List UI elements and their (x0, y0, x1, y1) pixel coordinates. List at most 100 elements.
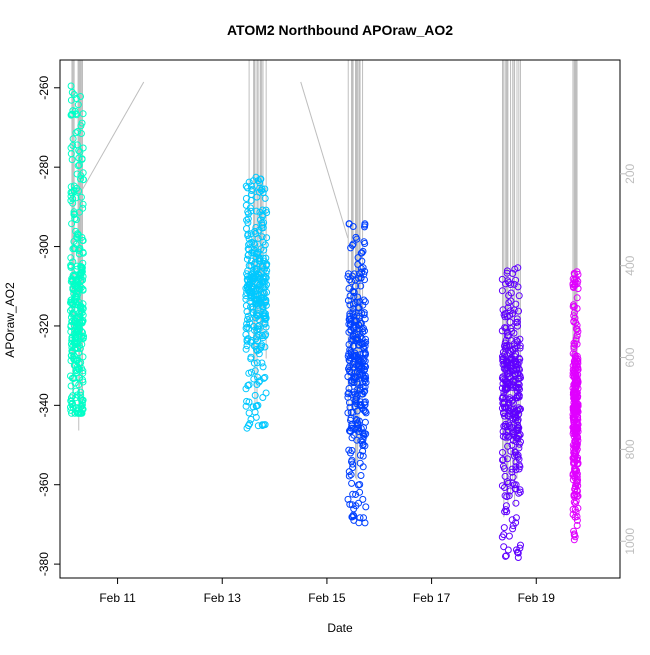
data-point (79, 144, 87, 152)
y-tick-label: -300 (37, 234, 51, 258)
data-point (503, 493, 511, 501)
data-point (349, 309, 357, 317)
data-point (261, 320, 269, 328)
data-point (259, 278, 267, 286)
data-point (349, 490, 357, 498)
x-tick-label: Feb 13 (204, 591, 242, 605)
data-point (74, 162, 82, 170)
data-point (75, 154, 83, 162)
data-point (260, 219, 268, 227)
data-point (69, 142, 77, 149)
data-point (571, 340, 579, 348)
data-point (260, 310, 268, 318)
data-point (344, 390, 352, 398)
data-point (505, 292, 513, 299)
data-point (71, 107, 79, 115)
data-point (74, 230, 82, 238)
data-point (244, 232, 252, 240)
data-point (570, 345, 578, 353)
data-point (252, 346, 260, 353)
data-point (259, 238, 267, 246)
data-point (250, 249, 258, 257)
data-point (511, 448, 519, 456)
data-point (514, 392, 521, 400)
data-point (571, 482, 579, 490)
data-point (513, 546, 520, 554)
data-point (258, 359, 266, 367)
data-point (79, 300, 87, 308)
data-point (249, 185, 257, 193)
data-point (245, 210, 252, 218)
data-point (355, 356, 363, 364)
data-point (574, 285, 582, 293)
data-point (517, 541, 524, 549)
data-point (514, 453, 522, 461)
data-point (258, 211, 266, 219)
data-point (573, 305, 581, 312)
data-point (250, 375, 258, 383)
data-point (67, 82, 75, 90)
data-point (498, 533, 506, 541)
data-point (356, 398, 364, 406)
data-point (69, 199, 77, 207)
data-point (72, 129, 80, 137)
data-point (506, 396, 513, 403)
data-point (572, 439, 580, 447)
data-point (71, 282, 79, 290)
data-point (261, 343, 269, 351)
data-point (350, 431, 358, 439)
data-point (512, 319, 520, 326)
data-point (243, 308, 251, 316)
y-tick-label: -340 (37, 393, 51, 417)
data-point (69, 135, 77, 143)
data-point (571, 513, 579, 521)
plot-border (59, 59, 621, 579)
data-point (243, 320, 251, 328)
data-point (262, 296, 270, 304)
data-point (574, 504, 582, 512)
data-point (70, 238, 78, 245)
y-tick-label: -320 (37, 314, 51, 338)
data-point (350, 325, 357, 332)
data-point (348, 278, 356, 286)
data-point (573, 456, 581, 464)
data-point (356, 481, 364, 488)
data-point (347, 471, 355, 479)
data-point (501, 342, 508, 350)
data-point (354, 293, 362, 301)
data-point (253, 359, 261, 367)
data-point (77, 193, 85, 201)
data-point (514, 421, 522, 429)
data-point (77, 93, 84, 100)
data-point (248, 257, 255, 265)
data-point (75, 187, 83, 195)
data-point (574, 328, 582, 336)
data-point (570, 536, 578, 544)
data-point (350, 289, 358, 297)
data-point (243, 342, 251, 350)
data-point (261, 332, 269, 340)
data-point (70, 290, 78, 298)
data-point (515, 440, 523, 448)
data-point (516, 372, 524, 380)
data-point (570, 492, 578, 500)
data-point (245, 369, 253, 377)
data-point (500, 524, 508, 532)
data-point (345, 446, 353, 454)
data-point (354, 254, 362, 262)
data-point (362, 503, 370, 511)
plot-area (67, 60, 582, 561)
data-point (346, 403, 354, 411)
data-point (515, 461, 523, 469)
data-point (256, 255, 264, 263)
data-point (515, 444, 523, 452)
data-point (75, 374, 83, 382)
data-point (251, 227, 259, 235)
data-point (70, 186, 78, 194)
data-point (571, 533, 579, 541)
data-point (499, 456, 507, 464)
data-point (508, 362, 516, 370)
data-point (344, 297, 352, 304)
data-point (572, 337, 580, 345)
